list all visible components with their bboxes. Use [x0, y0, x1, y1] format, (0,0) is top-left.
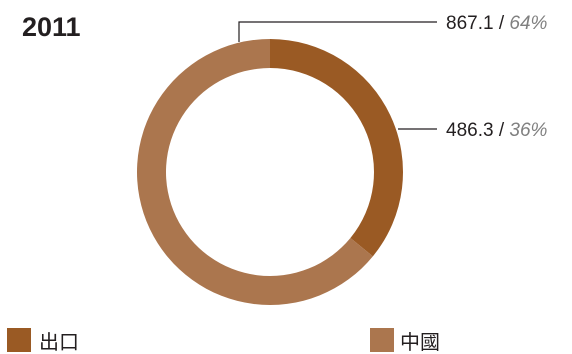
legend-swatch-2	[370, 328, 394, 352]
donut-ring	[137, 39, 404, 305]
data-label-value: 867.1	[446, 13, 494, 34]
pie-slice-2	[137, 39, 373, 305]
legend-label-2: 中國	[400, 330, 440, 354]
legend-label-1: 出口	[39, 330, 79, 354]
data-label-separator: /	[494, 13, 510, 34]
data-label-percent: 64%	[509, 13, 547, 34]
data-label-percent: 36%	[509, 120, 547, 141]
legend: 出口 中國	[7, 328, 440, 354]
callouts: 486.3 / 36% 867.1 / 64%	[238, 13, 548, 141]
data-label-2: 867.1 / 64%	[446, 13, 548, 34]
legend-swatch-1	[7, 328, 31, 352]
data-label-separator: /	[494, 120, 510, 141]
data-label-1: 486.3 / 36%	[446, 120, 548, 141]
pie-slice-1	[270, 39, 404, 257]
leader-line-2	[238, 21, 437, 42]
chart-title: 2011	[22, 12, 81, 42]
data-label-value: 486.3	[446, 120, 494, 141]
